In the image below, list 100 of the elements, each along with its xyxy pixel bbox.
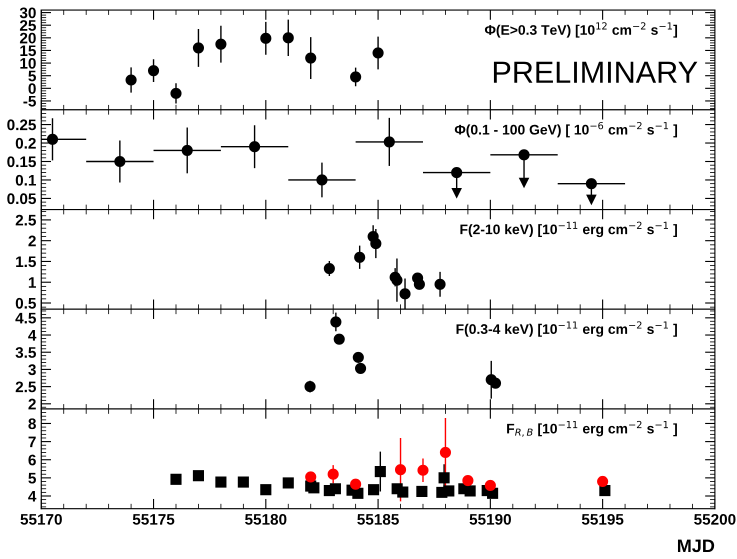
x-tick-label: 55190 [470, 514, 511, 525]
y-tick-label: 25 [20, 20, 36, 31]
y-tick-label: 0.5 [16, 298, 36, 309]
point [370, 238, 382, 250]
point [372, 47, 384, 59]
y-tick-label: 0.1 [16, 174, 36, 186]
point [215, 476, 226, 488]
y-tick-label: 5 [28, 472, 36, 484]
point [238, 476, 249, 488]
point [597, 476, 608, 488]
point [330, 316, 342, 328]
x-tick-label: 55200 [694, 514, 736, 525]
x-tick-label: 55195 [582, 514, 624, 525]
point [182, 144, 193, 156]
point [352, 352, 364, 363]
y-tick-label: 0.05 [7, 193, 36, 204]
y-tick-label: 4 [28, 491, 36, 502]
point [490, 378, 502, 389]
point [170, 474, 182, 485]
point [352, 488, 364, 499]
y-tick-label: 4 [28, 330, 36, 341]
y-tick-label: 2.5 [16, 381, 36, 392]
point [215, 38, 226, 50]
y-tick-label: 2 [28, 398, 36, 410]
point [330, 483, 341, 494]
y-tick-label: 6 [28, 454, 36, 466]
x-tick-label: 55180 [245, 514, 286, 525]
point [126, 74, 137, 86]
point [417, 464, 429, 476]
point [451, 167, 462, 178]
point [414, 278, 425, 290]
point [350, 478, 362, 490]
point [464, 485, 476, 496]
y-tick-label: 0.25 [7, 119, 36, 130]
x-tick-label: 55185 [357, 514, 399, 525]
point [397, 486, 408, 498]
point [305, 471, 316, 483]
y-tick-label: 1.5 [16, 256, 36, 268]
point [484, 480, 496, 492]
point [391, 274, 402, 286]
point [192, 470, 204, 482]
y-tick-label: 1 [28, 277, 36, 288]
point [282, 32, 294, 44]
point [46, 134, 58, 145]
y-tick-label: 30 [20, 7, 36, 18]
point [282, 477, 294, 488]
point [384, 136, 395, 148]
y-tick-label: 5 [28, 70, 36, 82]
y-tick-label: 2.5 [16, 214, 36, 226]
point [438, 472, 450, 484]
point [434, 278, 446, 290]
point [355, 362, 366, 374]
point [368, 484, 380, 496]
y-tick-label: 3 [28, 364, 36, 376]
annotation: PRELIMINARY [494, 62, 698, 83]
point [260, 484, 272, 496]
point [316, 174, 328, 186]
text: F$_{R,B}$ [10$^{−11}$ erg cm$^{−2}$ s$^{−1}$ ] [507, 420, 677, 437]
y-tick-label: 10 [20, 58, 36, 69]
y-tick-label: 2 [28, 236, 36, 246]
point [394, 464, 406, 476]
point [334, 334, 345, 345]
point [148, 65, 160, 76]
annotation: F(2-10 keV) [10$^{−11}$ erg cm$^{−2}$ s$^{−1}$ ] [460, 222, 677, 238]
y-tick-label: 20 [20, 32, 36, 44]
y-tick-label: 4.5 [15, 312, 36, 324]
x-tick-label: 55170 [20, 514, 62, 525]
point [304, 381, 316, 392]
point [328, 468, 339, 480]
point [260, 32, 272, 44]
point [354, 252, 366, 263]
annotation: Φ(0.1 - 100 GeV) [ 10$^{−6}$ cm$^{−2}$ s$^{−1}$ ] [454, 122, 678, 138]
point [518, 149, 530, 160]
y-tick-label: 0.2 [16, 138, 36, 149]
x-axis-title: MJD [678, 540, 714, 552]
point [599, 485, 610, 496]
point [350, 71, 362, 83]
point [374, 466, 386, 478]
y-tick-label: 8 [28, 418, 36, 430]
y-tick-label: -5 [23, 96, 36, 107]
point [249, 141, 260, 152]
point [586, 178, 597, 190]
annotation: F(0.3-4 keV) [10$^{−11}$ erg cm$^{−2}$ s$^{−1}$ ] [456, 321, 677, 337]
y-tick-label: 0 [28, 83, 36, 94]
x-tick-label: 55175 [132, 514, 174, 525]
point [462, 475, 474, 486]
y-tick-label: 3.5 [16, 347, 36, 358]
y-tick-label: 15 [20, 45, 36, 56]
point [416, 486, 428, 498]
annotation: Φ(E>0.3 TeV) [10$^{12}$ cm$^{−2}$ s$^{−1}$] [484, 22, 678, 38]
y-tick-label: 7 [28, 436, 36, 448]
point [192, 42, 204, 54]
y-tick-label: 0.15 [7, 156, 36, 168]
point [443, 485, 454, 496]
point [170, 88, 182, 99]
point [440, 446, 451, 458]
point [114, 156, 126, 168]
point [399, 288, 411, 300]
point [305, 52, 316, 64]
point [308, 482, 320, 494]
